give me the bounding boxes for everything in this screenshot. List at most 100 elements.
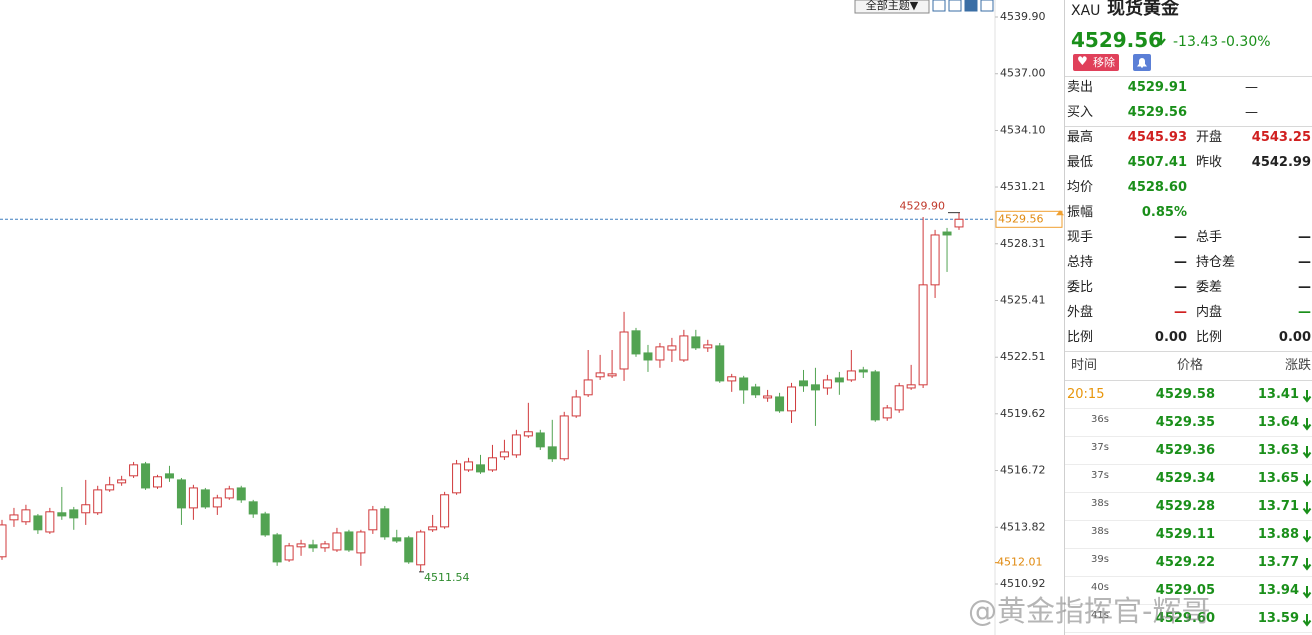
candle-body	[404, 537, 414, 563]
down-arrow	[1156, 32, 1166, 46]
candle-body	[452, 463, 462, 494]
quote-value: —	[1174, 280, 1187, 295]
last-price-pointer	[1056, 210, 1064, 216]
quote-label: 委比	[1067, 280, 1094, 295]
candle-body	[882, 407, 892, 419]
candle-body	[416, 531, 426, 566]
divider	[1065, 76, 1312, 77]
quote-value: 4529.91	[1127, 80, 1187, 95]
candle-body	[368, 509, 378, 531]
trade-time: 41s	[1091, 610, 1109, 621]
divider	[1065, 576, 1312, 577]
y-tick-label: 4513.82	[1000, 520, 1046, 533]
candle-body	[57, 512, 67, 517]
symbol: XAU	[1071, 3, 1101, 19]
down-arrow	[1302, 418, 1312, 431]
quote-value: 0.00	[1278, 330, 1311, 345]
candle-body	[212, 497, 222, 508]
candle-body	[775, 396, 785, 412]
trade-change: 13.77	[1257, 555, 1299, 570]
candle-body	[188, 487, 198, 509]
candle-body	[141, 463, 151, 489]
quote-value: 4545.93	[1127, 130, 1187, 145]
trade-price: 4529.11	[1155, 527, 1215, 542]
down-arrow	[1302, 614, 1312, 627]
quote-label: 比例	[1067, 330, 1094, 345]
candle-body	[918, 284, 928, 386]
divider	[1065, 604, 1312, 605]
candle-body	[248, 501, 258, 515]
candle-body	[344, 531, 354, 551]
candle-body	[894, 385, 904, 411]
trade-time: 36s	[1091, 414, 1109, 425]
quote-value: —	[1174, 230, 1187, 245]
candle-body	[763, 395, 773, 399]
candle-body	[81, 504, 91, 514]
candle-body	[751, 386, 761, 396]
toolbar-icons[interactable]	[932, 0, 994, 12]
candle-body	[930, 234, 940, 286]
y-tick-label: 4525.41	[1000, 294, 1046, 307]
divider	[1065, 464, 1312, 465]
candle-body	[810, 384, 820, 391]
candle-body	[643, 352, 653, 361]
quote-value: —	[1298, 230, 1311, 245]
trade-change: 13.59	[1257, 611, 1299, 626]
trade-change: 13.64	[1257, 415, 1299, 430]
candle-body	[631, 330, 641, 355]
divider	[1065, 351, 1312, 352]
quote-value: 4542.99	[1251, 155, 1311, 170]
candle-body	[787, 386, 797, 412]
quote-label: 均价	[1067, 180, 1094, 195]
trade-change: 13.94	[1257, 583, 1299, 598]
quote-label: 振幅	[1067, 205, 1094, 220]
quote-label: 最低	[1067, 155, 1094, 170]
candle-body	[296, 543, 306, 548]
remove-label[interactable]: 移除	[1093, 56, 1115, 69]
trade-header: 时间	[1071, 358, 1098, 373]
candle-body	[547, 446, 557, 460]
trade-header: 价格	[1177, 358, 1204, 373]
min-label: 4511.54	[424, 571, 470, 584]
down-arrow	[1302, 530, 1312, 543]
theme-button[interactable]	[854, 0, 930, 14]
candle-body	[200, 489, 210, 508]
candle-body	[380, 508, 390, 538]
change: -13.43	[1173, 34, 1219, 50]
candle-body	[117, 479, 127, 484]
quote-label: 总手	[1196, 230, 1223, 245]
candle-body	[559, 415, 569, 460]
theme-button-label[interactable]: 全部主题▼	[866, 0, 919, 12]
divider	[1065, 492, 1312, 493]
down-arrow	[1302, 474, 1312, 487]
candle-body	[942, 231, 952, 236]
candle-body	[535, 432, 545, 448]
candle-body	[356, 531, 366, 554]
y-tick-label: 4537.00	[1000, 67, 1046, 80]
quote-label: 买入	[1067, 105, 1094, 120]
quote-label: 内盘	[1196, 305, 1223, 320]
trade-price: 4529.28	[1155, 499, 1215, 514]
trade-change: 13.88	[1257, 527, 1299, 542]
alert-button[interactable]	[1133, 54, 1151, 71]
candle-body	[487, 457, 497, 471]
trade-time: 20:15	[1067, 387, 1105, 402]
candle-body	[499, 451, 509, 458]
candle-body	[822, 379, 832, 389]
candle-body	[224, 488, 234, 499]
quote-value: 4529.56	[1127, 105, 1187, 120]
candle-body	[308, 544, 318, 549]
candle-body	[464, 461, 474, 471]
down-arrow	[1302, 558, 1312, 571]
divider	[1065, 548, 1312, 549]
trade-price: 4529.36	[1155, 443, 1215, 458]
quote-label: 开盘	[1196, 130, 1223, 145]
divider	[1065, 632, 1312, 633]
candle-body	[583, 379, 593, 396]
quote-value: —	[1174, 255, 1187, 270]
trade-price: 4529.60	[1155, 611, 1215, 626]
candle-body	[954, 218, 964, 228]
remove-button[interactable]: ♥ 移除	[1073, 54, 1119, 71]
candle-body	[739, 377, 749, 391]
candle-body	[9, 514, 19, 521]
